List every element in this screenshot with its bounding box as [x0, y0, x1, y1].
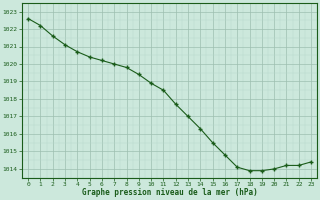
X-axis label: Graphe pression niveau de la mer (hPa): Graphe pression niveau de la mer (hPa) [82, 188, 258, 197]
